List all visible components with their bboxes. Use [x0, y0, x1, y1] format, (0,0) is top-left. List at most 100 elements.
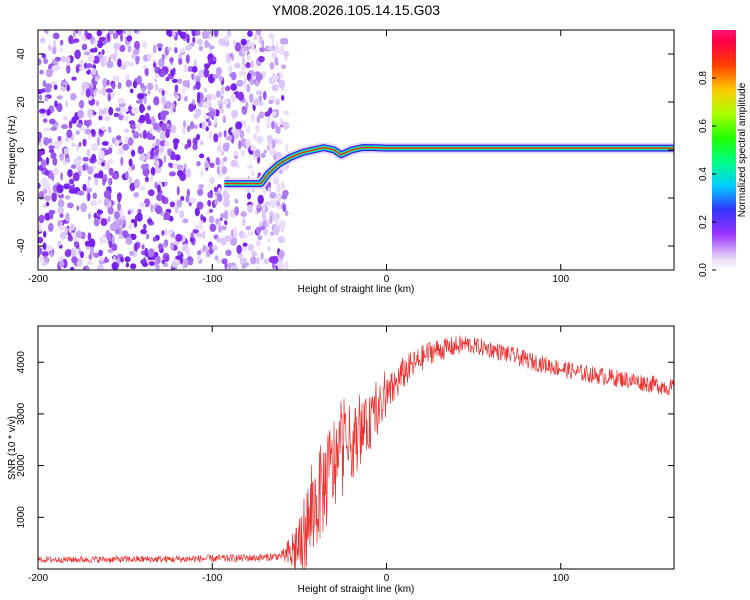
noise-blob [187, 138, 192, 148]
noise-blob [170, 242, 175, 251]
noise-blob [38, 246, 43, 256]
noise-blob [185, 247, 191, 257]
noise-blob [78, 141, 82, 148]
noise-blob [263, 90, 267, 101]
noise-blob [103, 107, 108, 115]
noise-blob [169, 171, 174, 177]
noise-blob [255, 256, 261, 265]
noise-blob [220, 108, 225, 114]
noise-blob [239, 129, 245, 139]
noise-blob [90, 128, 96, 135]
noise-blob [61, 81, 69, 86]
noise-blob [245, 138, 251, 148]
noise-blob [138, 145, 142, 150]
noise-blob [155, 205, 163, 215]
noise-blob [153, 96, 160, 106]
noise-blob [197, 188, 204, 196]
noise-blob [147, 53, 152, 62]
noise-blob [192, 36, 196, 44]
noise-blob [178, 58, 183, 65]
noise-blob [131, 164, 136, 171]
noise-blob [258, 55, 265, 63]
noise-blob [233, 152, 239, 156]
noise-blob [139, 103, 145, 114]
noise-blob [236, 163, 240, 169]
noise-blob [51, 65, 58, 72]
noise-blob [229, 209, 236, 218]
noise-blob [277, 139, 283, 145]
noise-blob [133, 30, 139, 34]
noise-blob [200, 121, 207, 130]
noise-blob [148, 261, 155, 266]
noise-blob [45, 83, 52, 90]
noise-blob [111, 262, 119, 270]
noise-blob [210, 93, 214, 98]
noise-blob [94, 177, 99, 186]
noise-blob [268, 148, 276, 156]
noise-blob [192, 85, 196, 91]
snr-x-tick-label: 100 [552, 573, 569, 584]
noise-blob [43, 137, 50, 146]
noise-blob [165, 77, 170, 82]
noise-blob [195, 81, 201, 90]
colorbar-tick-label: 0.6 [698, 119, 709, 133]
noise-blob [216, 144, 223, 153]
noise-blob [215, 66, 222, 76]
noise-blob [234, 42, 242, 52]
noise-blob [48, 148, 55, 154]
noise-blob [57, 206, 65, 215]
noise-blob [106, 60, 114, 69]
noise-blob [131, 149, 136, 157]
noise-blob [93, 173, 101, 179]
noise-blob [44, 195, 51, 202]
noise-blob [232, 38, 236, 48]
noise-blob [146, 233, 150, 240]
noise-blob [116, 135, 122, 141]
noise-blob [224, 210, 229, 220]
colorbar-tick-label: 0.2 [698, 215, 709, 229]
spectrogram-y-ticks: -40 -20 0 20 40 [16, 48, 674, 253]
noise-blob [51, 173, 55, 182]
noise-blob [127, 105, 133, 114]
noise-blob [208, 110, 216, 118]
noise-blob [213, 186, 218, 193]
noise-blob [228, 65, 233, 73]
noise-blob [57, 102, 63, 113]
noise-blob [137, 208, 142, 214]
noise-blob [112, 75, 118, 82]
noise-blob [190, 42, 195, 47]
chart-title: YM08.2026.105.14.15.G03 [272, 2, 440, 18]
noise-blob [71, 142, 76, 147]
noise-blob [44, 256, 49, 263]
noise-blob [174, 47, 178, 54]
noise-blob [99, 108, 103, 116]
noise-blob [230, 238, 238, 246]
noise-blob [71, 76, 77, 81]
noise-blob [266, 122, 271, 129]
noise-blob [43, 127, 51, 132]
noise-blob [154, 165, 162, 174]
noise-blob [154, 78, 158, 83]
noise-blob [45, 157, 50, 166]
noise-blob [226, 52, 230, 62]
noise-blob [75, 230, 83, 238]
snr-panel: -200 -100 0 100 1000 2000 3000 4000 Height of … [7, 325, 675, 595]
noise-blob [263, 229, 268, 234]
noise-blob [193, 113, 199, 120]
noise-blob [52, 32, 60, 40]
noise-blob [280, 37, 286, 45]
noise-blob [53, 84, 58, 90]
noise-blob [150, 115, 156, 126]
noise-blob [99, 129, 103, 135]
noise-blob [181, 126, 186, 136]
noise-blob [116, 258, 121, 263]
noise-blob [96, 39, 104, 49]
noise-blob [85, 245, 91, 250]
spectrogram-noise [38, 30, 290, 270]
noise-blob [231, 109, 239, 119]
noise-blob [214, 198, 218, 206]
noise-blob [245, 101, 249, 111]
noise-blob [158, 243, 163, 250]
noise-blob [213, 234, 219, 240]
